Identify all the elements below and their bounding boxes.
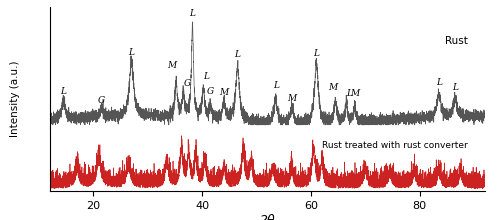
X-axis label: 2θ: 2θ — [260, 214, 276, 220]
Text: L: L — [203, 72, 209, 81]
Text: Rust: Rust — [444, 35, 468, 46]
Text: M: M — [220, 88, 228, 97]
Text: M: M — [167, 61, 176, 70]
Text: G: G — [98, 96, 106, 105]
Text: L: L — [314, 49, 320, 58]
Text: L: L — [272, 81, 278, 90]
Text: M: M — [350, 89, 359, 98]
Text: G: G — [184, 79, 191, 88]
Text: L: L — [190, 9, 196, 18]
Text: G: G — [207, 87, 214, 96]
Text: L: L — [60, 87, 66, 96]
Text: M: M — [288, 94, 296, 103]
Text: L: L — [346, 89, 352, 98]
Text: Rust treated with rust converter: Rust treated with rust converter — [322, 141, 468, 150]
Text: L: L — [128, 48, 134, 57]
Text: Intensity (a.u.): Intensity (a.u.) — [10, 61, 20, 137]
Text: L: L — [436, 78, 442, 87]
Text: L: L — [452, 82, 458, 92]
Text: L: L — [234, 50, 240, 59]
Text: M: M — [328, 83, 338, 92]
